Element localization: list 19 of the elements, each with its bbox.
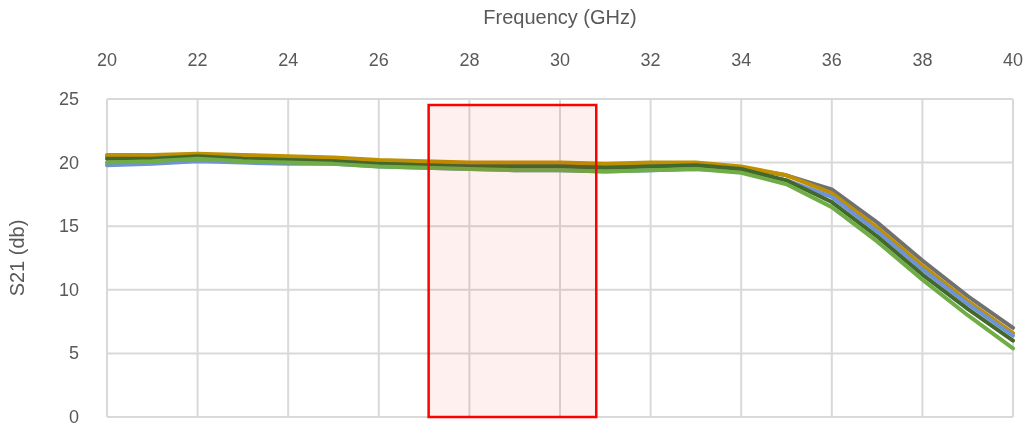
- x-tick-label: 26: [368, 50, 389, 70]
- y-tick-label: 15: [58, 216, 79, 237]
- y-tick-label: 25: [58, 89, 79, 109]
- x-tick-label: 38: [912, 50, 933, 70]
- x-tick-label: 20: [96, 50, 118, 70]
- x-tick-label: 34: [731, 50, 752, 70]
- x-tick-label: 40: [1002, 50, 1024, 70]
- x-tick-label: 30: [549, 50, 571, 70]
- y-tick-label: 0: [68, 407, 79, 426]
- x-tick-label: 22: [187, 50, 208, 70]
- y-axis-title: S21 (db): [6, 219, 28, 297]
- x-tick-label: 32: [640, 50, 661, 70]
- y-tick-label: 10: [58, 279, 79, 300]
- y-tick-label: 5: [68, 343, 79, 364]
- x-tick-label: 24: [278, 50, 299, 70]
- x-tick-label: 36: [821, 50, 842, 70]
- x-tick-label: 28: [459, 50, 480, 70]
- x-axis-title: Frequency (GHz): [483, 6, 637, 28]
- y-tick-label: 20: [58, 152, 79, 173]
